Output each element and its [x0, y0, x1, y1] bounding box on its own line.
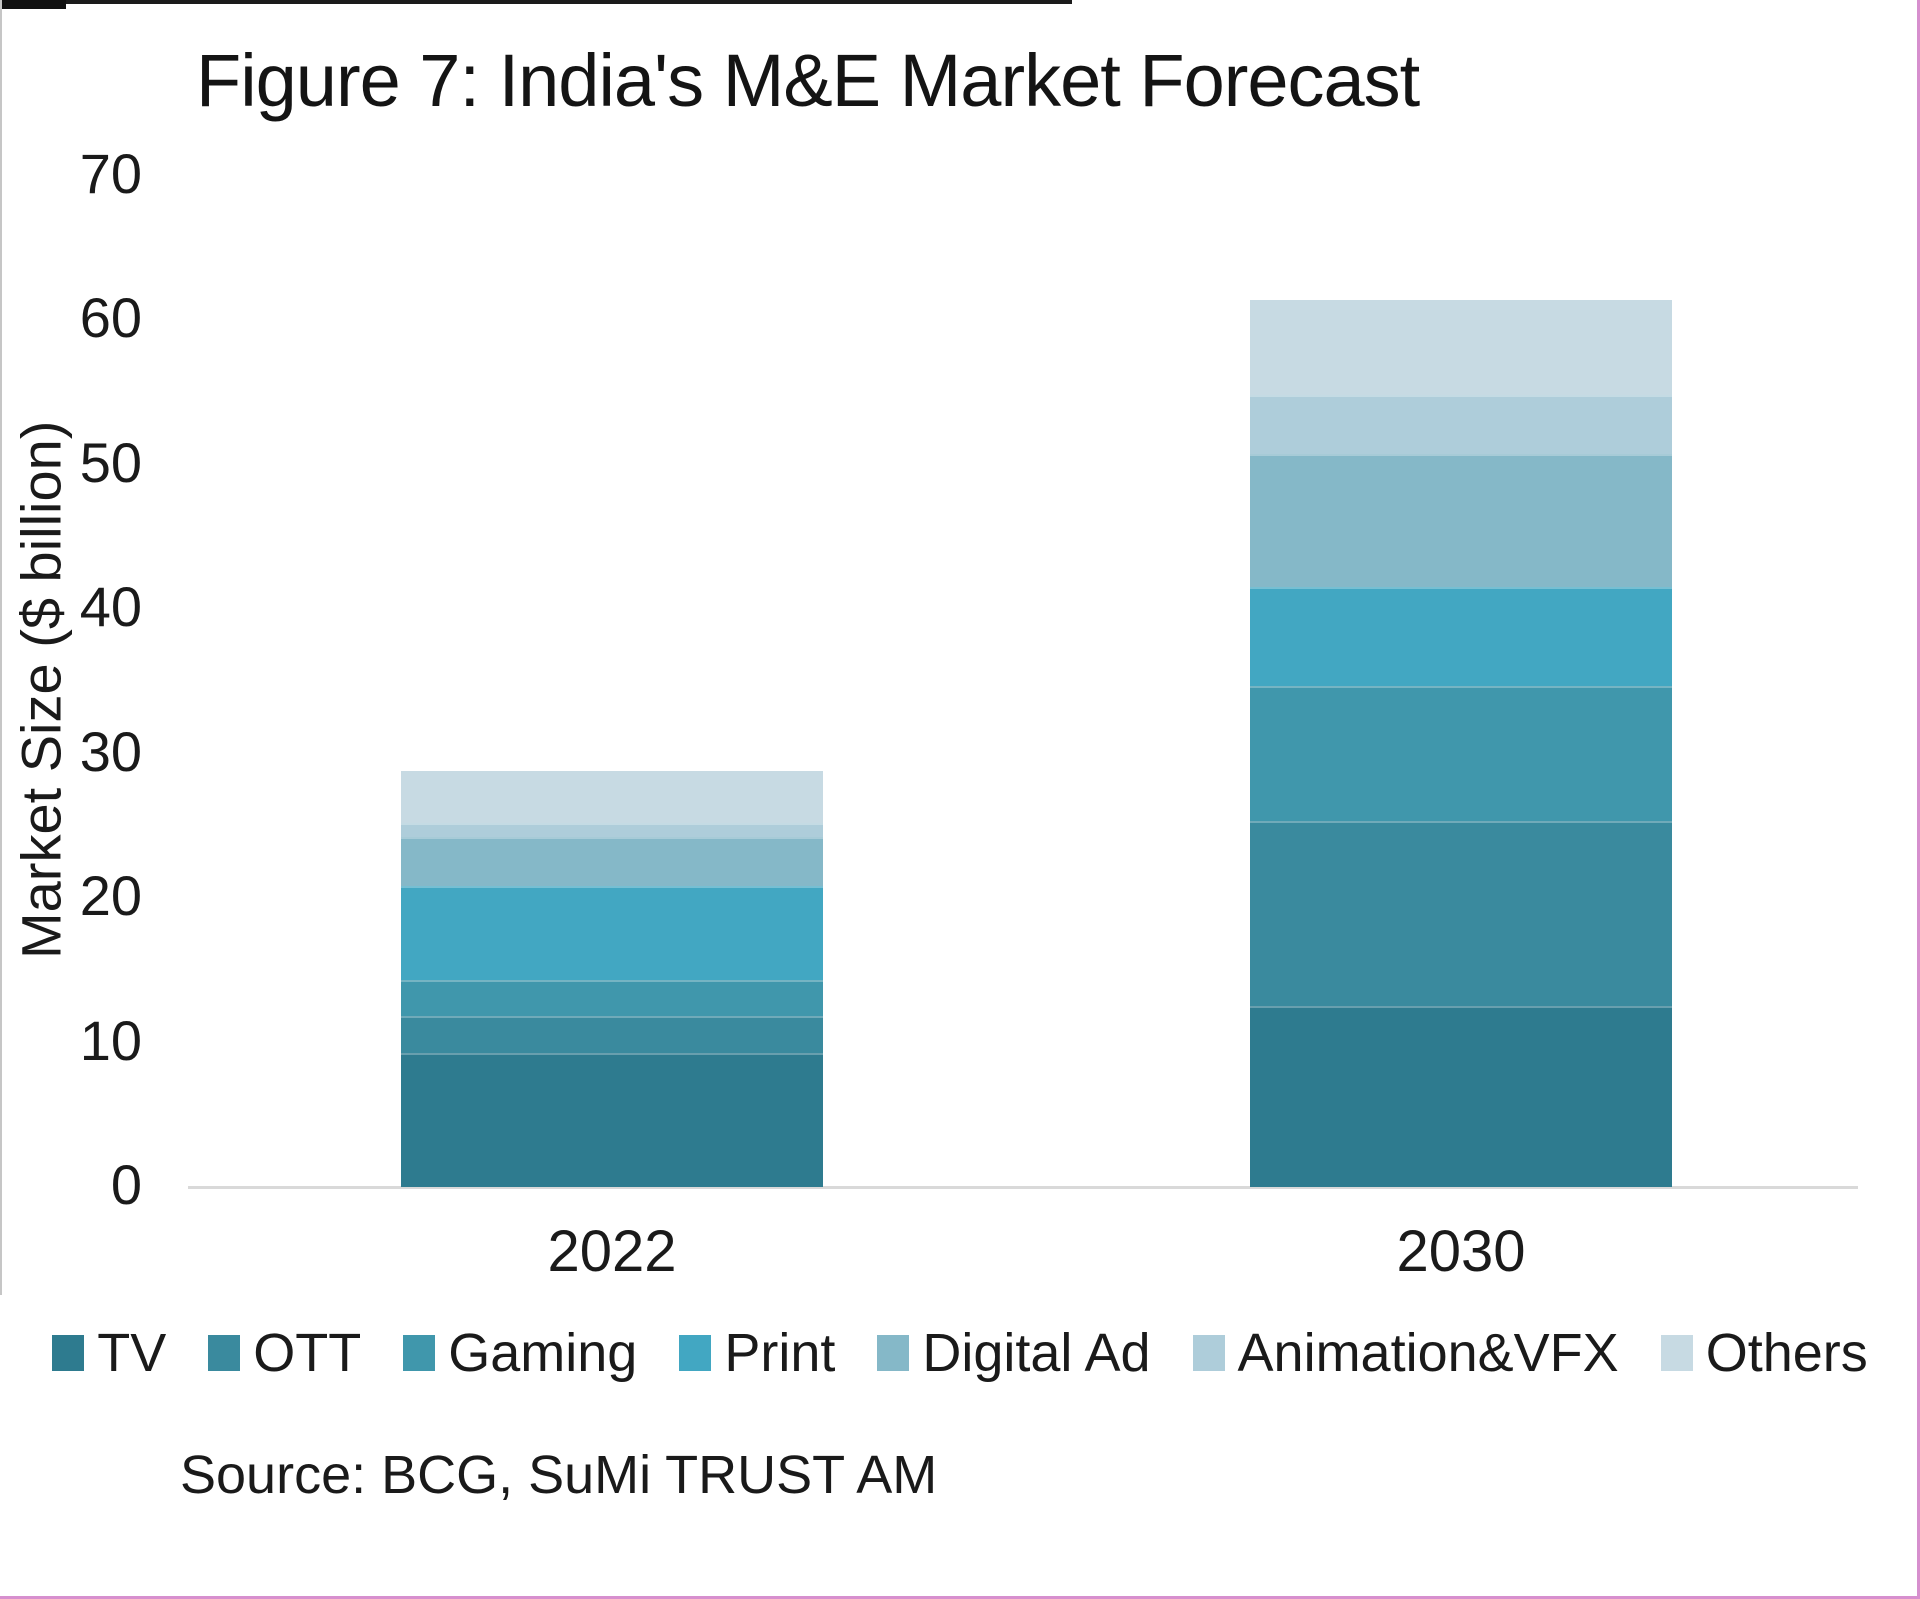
legend-item-gaming: Gaming: [403, 1322, 637, 1384]
bar-segment-2022-print: [401, 886, 823, 981]
legend-item-animation-vfx: Animation&VFX: [1192, 1322, 1619, 1384]
bar-segment-2030-animation-vfx: [1250, 395, 1672, 455]
y-tick-label-20: 20: [79, 863, 142, 927]
bar-segment-2030-tv: [1250, 1006, 1672, 1187]
legend-swatch-print: [679, 1335, 712, 1371]
y-tick-label-60: 60: [79, 285, 142, 349]
bar-segment-2030-digital-ad: [1250, 454, 1672, 588]
legend: TV OTT Gaming Print Digital Ad Animation&VFX O…: [0, 1322, 1920, 1384]
bar-segment-2022-animation-vfx: [401, 822, 823, 838]
bar-segment-2022-others: [401, 770, 823, 823]
chart-title: Figure 7: India's M&E Market Forecast: [196, 39, 1420, 122]
legend-item-print: Print: [679, 1322, 835, 1384]
screenshot-right-edge-artifact: [1917, 0, 1920, 1599]
legend-swatch-tv: [52, 1335, 85, 1371]
legend-label-digital-ad: Digital Ad: [922, 1323, 1151, 1383]
legend-swatch-ott: [208, 1335, 241, 1371]
bar-segment-2022-ott: [401, 1016, 823, 1053]
x-axis-line: [188, 1186, 1858, 1189]
screenshot-bottom-edge-artifact: [0, 1596, 1920, 1599]
screenshot-corner-artifact: [0, 0, 66, 9]
source-note: Source: BCG, SuMi TRUST AM: [180, 1445, 938, 1505]
bar-segment-2030-ott: [1250, 821, 1672, 1007]
y-tick-label-10: 10: [79, 1008, 142, 1072]
bar-segment-2022-tv: [401, 1052, 823, 1187]
bar-segment-2030-others: [1250, 299, 1672, 396]
y-axis-title: Market Size ($ billion): [9, 420, 73, 960]
y-tick-label-30: 30: [79, 719, 142, 783]
plot-area: [188, 175, 1858, 1187]
x-category-label-2030: 2030: [1396, 1219, 1526, 1284]
legend-item-digital-ad: Digital Ad: [877, 1322, 1151, 1384]
x-category-label-2022: 2022: [547, 1219, 677, 1284]
screenshot-left-edge-artifact: [0, 0, 2, 1295]
legend-label-tv: TV: [97, 1323, 167, 1383]
y-tick-label-70: 70: [79, 141, 142, 205]
bar-segment-2022-digital-ad: [401, 837, 823, 887]
legend-swatch-digital-ad: [877, 1335, 910, 1371]
legend-label-print: Print: [724, 1323, 836, 1383]
y-tick-label-50: 50: [79, 430, 142, 494]
legend-label-animation-vfx: Animation&VFX: [1237, 1323, 1619, 1383]
y-tick-label-40: 40: [79, 574, 142, 638]
legend-label-ott: OTT: [253, 1323, 362, 1383]
bar-segment-2022-gaming: [401, 980, 823, 1017]
stacked-bar-2030: [1250, 299, 1672, 1187]
legend-swatch-animation-vfx: [1192, 1335, 1225, 1371]
legend-label-others: Others: [1705, 1323, 1868, 1383]
screenshot-top-edge-artifact: [0, 0, 1072, 4]
legend-item-tv: TV: [52, 1322, 166, 1384]
bar-segment-2030-print: [1250, 587, 1672, 686]
y-tick-label-0: 0: [110, 1152, 142, 1216]
legend-swatch-gaming: [403, 1335, 436, 1371]
legend-item-ott: OTT: [208, 1322, 361, 1384]
bar-segment-2030-gaming: [1250, 685, 1672, 822]
stacked-bar-2022: [401, 770, 823, 1187]
legend-item-others: Others: [1660, 1322, 1868, 1384]
legend-swatch-others: [1660, 1335, 1693, 1371]
legend-label-gaming: Gaming: [448, 1323, 638, 1383]
